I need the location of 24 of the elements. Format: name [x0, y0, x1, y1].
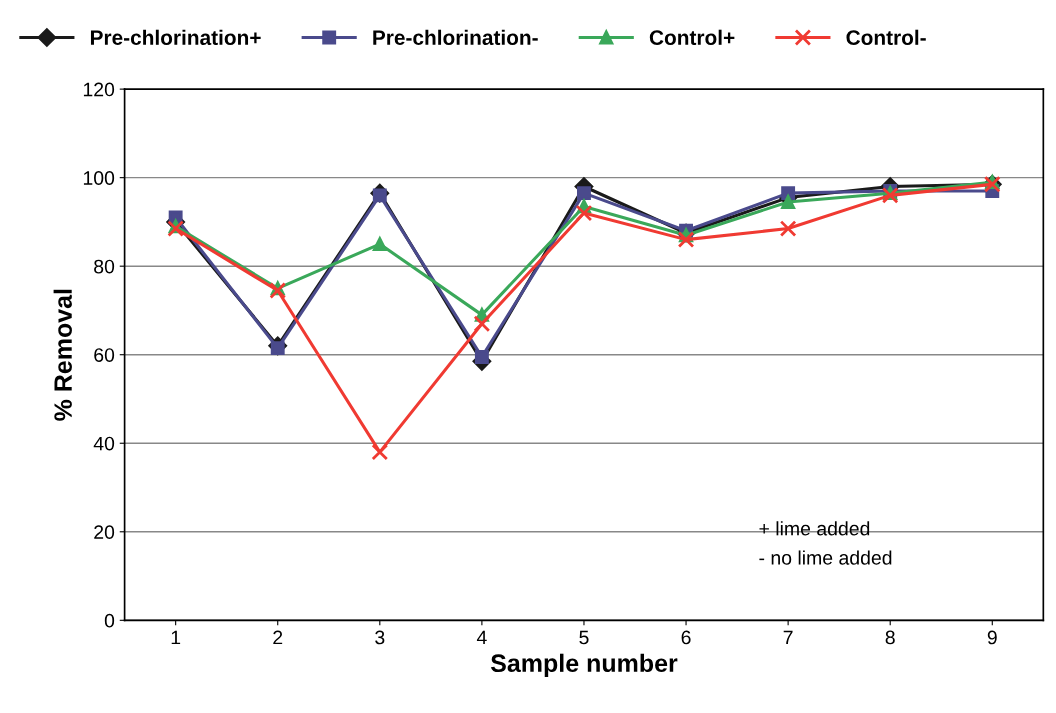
x-tick-label: 1	[171, 630, 181, 645]
x-tick-label: 9	[987, 630, 997, 645]
y-tick-label: 120	[83, 82, 115, 97]
x-tick-label: 2	[273, 630, 283, 645]
legend-label: Pre-chlorination-	[373, 29, 538, 46]
y-tick-label: 20	[94, 525, 115, 540]
y-tick-label: 100	[83, 171, 115, 185]
y-tick-label: 60	[94, 348, 115, 362]
x-tick-label: 6	[681, 630, 691, 645]
legend-label: Control-	[846, 29, 926, 46]
annotation: + lime added	[759, 521, 870, 536]
y-tick-label: 40	[93, 436, 115, 451]
legend-label: Control+	[649, 29, 735, 46]
x-axis-title: Sample number	[490, 653, 678, 678]
y-tick-label: 0	[104, 613, 115, 628]
y-axis-title: % Removal	[53, 289, 72, 421]
x-tick-label: 8	[885, 630, 895, 645]
x-tick-label: 4	[476, 630, 487, 645]
x-tick-label: 3	[375, 630, 385, 645]
legend-label: Pre-chlorination+	[90, 29, 261, 46]
x-tick-label: 7	[783, 630, 793, 645]
annotation: - no lime added	[759, 550, 892, 565]
x-tick-label: 5	[579, 630, 589, 645]
y-tick-label: 80	[94, 259, 115, 274]
